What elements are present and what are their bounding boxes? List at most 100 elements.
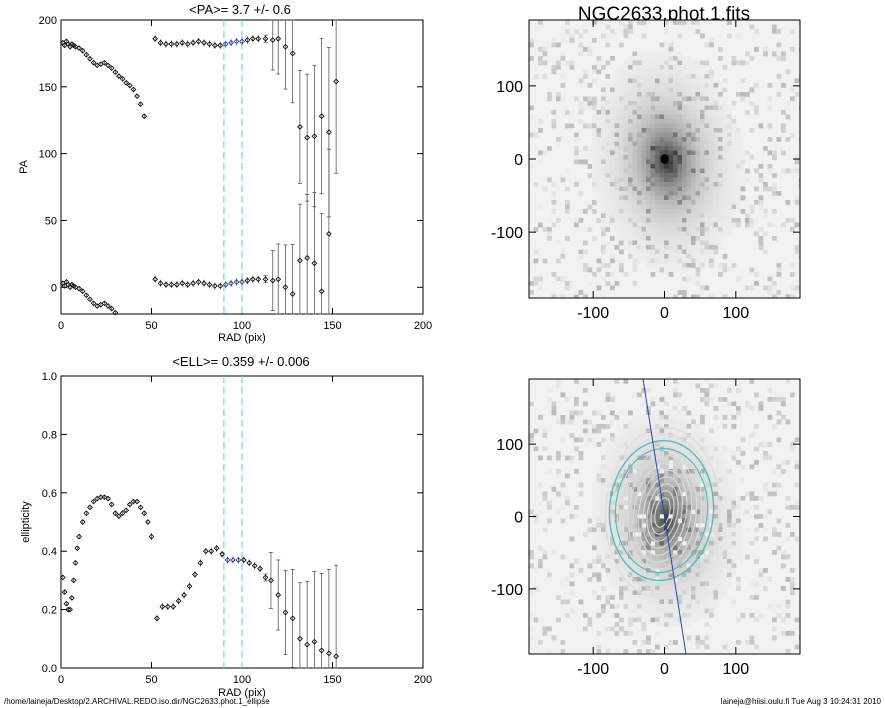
pixel bbox=[650, 69, 656, 75]
pixel bbox=[565, 110, 570, 115]
pixel bbox=[596, 649, 602, 654]
pixel bbox=[619, 69, 624, 75]
marker bbox=[289, 50, 296, 57]
marker bbox=[190, 280, 196, 287]
pixel bbox=[614, 469, 620, 474]
pixel bbox=[655, 424, 660, 429]
pixel bbox=[646, 469, 651, 474]
pixel bbox=[664, 119, 669, 124]
pixel bbox=[601, 213, 606, 219]
pixel bbox=[646, 536, 651, 542]
pixel bbox=[745, 509, 750, 515]
data-point bbox=[68, 595, 75, 601]
pixel bbox=[722, 137, 728, 142]
pixel bbox=[682, 455, 687, 461]
pixel bbox=[794, 536, 800, 542]
data-point bbox=[105, 303, 111, 309]
pixel bbox=[740, 496, 746, 501]
pixel bbox=[614, 568, 620, 573]
pixel bbox=[668, 258, 674, 264]
pixel bbox=[682, 105, 687, 111]
pixel bbox=[538, 150, 543, 156]
pixel bbox=[664, 227, 669, 232]
pixel bbox=[659, 254, 665, 259]
pixel bbox=[641, 482, 647, 488]
pixel bbox=[646, 388, 651, 393]
pixel bbox=[677, 65, 683, 70]
pixel bbox=[709, 141, 714, 147]
pixel bbox=[664, 532, 669, 537]
pixel bbox=[767, 415, 773, 420]
pixel bbox=[668, 473, 674, 479]
pixel bbox=[794, 168, 800, 174]
pixel bbox=[641, 168, 647, 174]
pixel bbox=[790, 581, 795, 587]
pixel bbox=[614, 159, 620, 165]
pixel bbox=[727, 509, 732, 515]
pixel bbox=[668, 245, 674, 250]
pixel bbox=[619, 509, 624, 515]
pixel bbox=[718, 101, 723, 106]
pixel bbox=[722, 550, 728, 555]
pixel bbox=[574, 146, 579, 151]
pixel bbox=[673, 545, 678, 551]
pixel bbox=[596, 478, 602, 483]
pixel bbox=[754, 168, 759, 174]
pixel bbox=[763, 47, 768, 52]
pixel bbox=[682, 231, 687, 237]
pixel bbox=[709, 132, 714, 138]
pixel bbox=[596, 442, 602, 447]
pixel bbox=[686, 173, 692, 178]
x-tick-label: -100 bbox=[577, 661, 609, 678]
pixel bbox=[709, 455, 714, 461]
pixel bbox=[673, 572, 678, 578]
pixel bbox=[646, 69, 651, 75]
pixel bbox=[592, 514, 597, 519]
pixel bbox=[673, 168, 678, 174]
pixel bbox=[736, 406, 741, 411]
pixel bbox=[758, 173, 764, 178]
pixel bbox=[700, 200, 705, 205]
pixel bbox=[601, 469, 606, 474]
pixel bbox=[605, 626, 611, 632]
pixel bbox=[619, 177, 624, 183]
pixel bbox=[704, 446, 710, 452]
y-tick-label: 0 bbox=[514, 510, 523, 527]
pixel bbox=[610, 581, 615, 587]
pixel bbox=[574, 182, 579, 187]
pixel bbox=[704, 123, 710, 129]
pixel bbox=[637, 200, 642, 205]
pixel bbox=[569, 608, 575, 614]
pixel bbox=[700, 604, 705, 609]
pixel bbox=[619, 87, 624, 93]
pixel bbox=[596, 595, 602, 600]
pixel bbox=[677, 218, 683, 223]
pixel bbox=[668, 640, 674, 645]
pixel bbox=[727, 536, 732, 542]
pixel bbox=[632, 487, 638, 492]
pixel bbox=[574, 559, 579, 564]
pixel bbox=[691, 168, 696, 174]
pixel bbox=[605, 83, 611, 88]
pixel bbox=[646, 240, 651, 246]
pixel bbox=[628, 424, 633, 429]
pixel bbox=[565, 204, 570, 210]
pixel bbox=[677, 186, 683, 192]
pixel bbox=[790, 294, 795, 298]
pixel bbox=[614, 209, 620, 214]
pixel bbox=[655, 572, 660, 578]
data-point bbox=[268, 552, 274, 609]
pixel bbox=[628, 155, 633, 160]
pixel bbox=[718, 123, 723, 129]
pixel bbox=[691, 227, 696, 232]
pixel bbox=[736, 460, 741, 465]
pixel bbox=[691, 541, 696, 546]
pixel bbox=[682, 263, 687, 268]
pixel bbox=[578, 218, 584, 223]
pixel bbox=[664, 195, 669, 201]
pixel bbox=[646, 487, 651, 492]
pixel bbox=[695, 263, 701, 268]
pixel bbox=[637, 69, 642, 75]
data-point bbox=[318, 38, 325, 195]
pixel bbox=[700, 227, 705, 232]
